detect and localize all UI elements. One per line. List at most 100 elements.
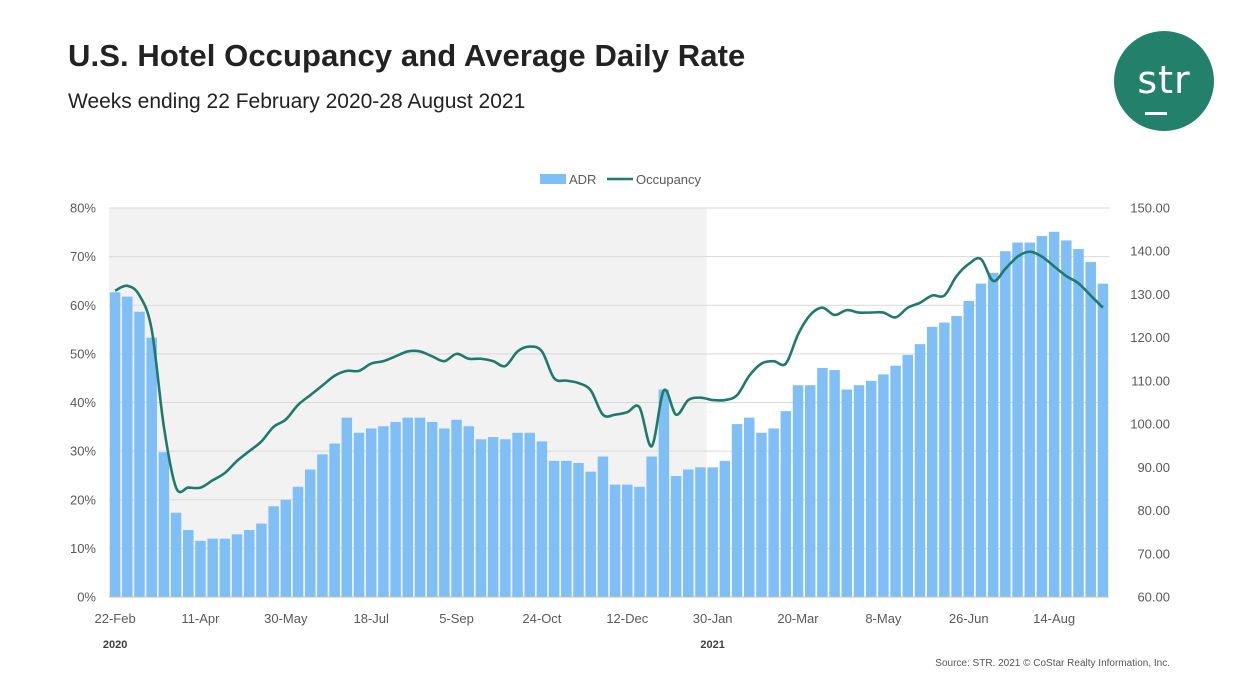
- right-axis-tick-label: 150.00: [1130, 201, 1170, 216]
- right-axis-tick-label: 90.00: [1137, 460, 1170, 475]
- legend-adr-label: ADR: [569, 172, 596, 187]
- adr-bar: [597, 456, 609, 597]
- adr-bar: [256, 523, 267, 597]
- adr-bar: [122, 296, 133, 597]
- adr-bar: [329, 443, 340, 597]
- adr-bar: [1012, 242, 1023, 598]
- adr-bar: [414, 417, 426, 597]
- adr-bar: [353, 432, 365, 597]
- year-label: 2020: [103, 639, 127, 651]
- adr-bar: [707, 467, 718, 597]
- adr-bar: [646, 456, 657, 597]
- adr-bar: [561, 460, 572, 597]
- right-axis-tick-label: 110.00: [1131, 373, 1170, 388]
- adr-bar: [548, 460, 560, 597]
- adr-bar: [890, 365, 901, 597]
- x-axis-tick-label: 20-Mar: [777, 611, 819, 626]
- adr-bar: [585, 471, 596, 597]
- adr-bar: [963, 300, 974, 597]
- adr-bar: [926, 326, 938, 597]
- adr-bar: [109, 292, 121, 597]
- adr-bar: [402, 417, 414, 597]
- adr-bar: [1061, 240, 1072, 597]
- adr-bar: [683, 469, 694, 597]
- x-axis-tick-label: 5-Sep: [439, 611, 474, 626]
- adr-bar: [1024, 242, 1035, 598]
- adr-bar: [500, 439, 511, 597]
- x-axis-tick-label: 11-Apr: [181, 611, 220, 626]
- adr-bar: [439, 428, 450, 597]
- adr-bar: [365, 428, 377, 597]
- adr-bar: [719, 460, 731, 597]
- adr-bar: [195, 540, 206, 597]
- adr-bar: [634, 486, 645, 597]
- x-axis-tick-label: 30-Jan: [693, 611, 733, 626]
- x-axis-tick-label: 24-Oct: [522, 611, 561, 626]
- source-note: Source: STR. 2021 © CoStar Realty Inform…: [935, 658, 1170, 669]
- adr-bar: [902, 354, 914, 597]
- adr-bar: [451, 419, 462, 597]
- adr-bar: [1085, 262, 1096, 597]
- adr-bar: [219, 538, 231, 597]
- adr-bar: [744, 417, 755, 597]
- x-axis-tick-label: 8-May: [865, 611, 902, 626]
- adr-bar: [524, 432, 535, 597]
- adr-bar: [878, 374, 889, 597]
- adr-bar: [695, 467, 706, 597]
- adr-bar: [1000, 251, 1011, 597]
- adr-bar: [378, 426, 389, 597]
- adr-bar: [817, 367, 828, 597]
- adr-bar: [670, 475, 682, 597]
- left-axis-tick-label: 80%: [70, 201, 96, 216]
- left-axis-tick-label: 60%: [70, 298, 96, 313]
- left-axis-tick-label: 40%: [70, 395, 96, 410]
- adr-bar: [804, 385, 816, 597]
- adr-bar: [975, 283, 987, 597]
- legend-occupancy-label: Occupancy: [636, 172, 702, 187]
- left-axis-tick-label: 70%: [70, 249, 96, 264]
- right-axis-tick-label: 130.00: [1130, 287, 1170, 302]
- adr-bar: [280, 499, 292, 597]
- adr-bar: [951, 316, 962, 597]
- adr-bar: [292, 486, 304, 597]
- left-axis-tick-label: 10%: [70, 541, 96, 556]
- adr-bar: [914, 344, 926, 597]
- adr-bar: [780, 411, 792, 597]
- adr-bar: [341, 417, 353, 597]
- adr-bar: [536, 441, 548, 597]
- str-logo: str: [1114, 31, 1214, 131]
- adr-bar: [390, 421, 401, 597]
- right-axis-tick-label: 140.00: [1130, 244, 1170, 259]
- right-axis-tick-label: 70.00: [1137, 546, 1170, 561]
- adr-bar: [756, 432, 767, 597]
- adr-bar: [170, 512, 182, 597]
- adr-bar: [853, 385, 865, 597]
- adr-bar: [304, 469, 316, 597]
- left-axis-tick-label: 50%: [70, 346, 96, 361]
- adr-bar: [1073, 249, 1084, 598]
- x-axis-tick-label: 14-Aug: [1033, 611, 1075, 626]
- adr-bar: [792, 385, 804, 597]
- logo-underline: [1145, 112, 1167, 115]
- x-axis-tick-label: 26-Jun: [949, 611, 989, 626]
- adr-bar: [609, 484, 621, 597]
- chart-title: U.S. Hotel Occupancy and Average Daily R…: [68, 38, 746, 73]
- adr-bar: [1036, 236, 1048, 597]
- left-axis-tick-label: 0%: [77, 590, 96, 605]
- adr-bar: [244, 530, 255, 597]
- x-axis-tick-label: 18-Jul: [353, 611, 389, 626]
- adr-bar: [183, 530, 194, 597]
- right-axis-tick-label: 80.00: [1137, 503, 1170, 518]
- adr-bar: [573, 463, 584, 597]
- adr-bar: [268, 506, 279, 597]
- x-axis-tick-label: 12-Dec: [606, 611, 648, 626]
- adr-bar: [768, 428, 779, 597]
- adr-bar: [622, 484, 633, 597]
- x-axis-tick-label: 22-Feb: [94, 611, 135, 626]
- left-axis-tick-label: 30%: [70, 444, 96, 459]
- left-axis-tick-label: 20%: [70, 492, 96, 507]
- adr-bar: [1048, 231, 1060, 597]
- adr-bar: [207, 538, 218, 597]
- right-axis-tick-label: 120.00: [1130, 330, 1170, 345]
